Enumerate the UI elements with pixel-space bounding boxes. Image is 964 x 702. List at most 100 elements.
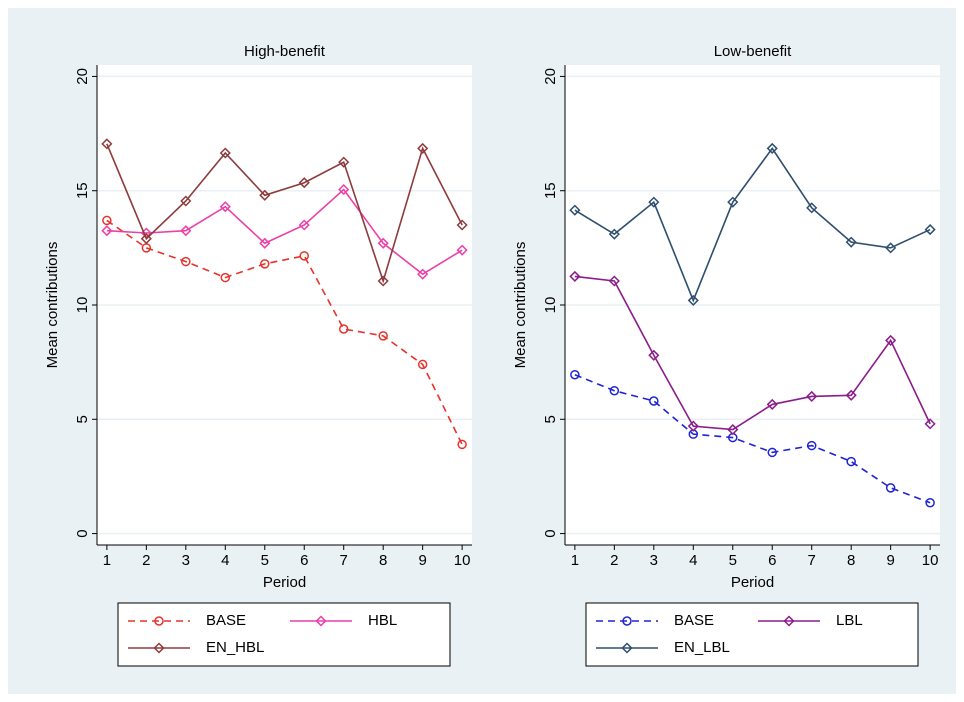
x-tick-label: 6 (300, 552, 308, 569)
marker (767, 447, 777, 458)
marker (219, 201, 231, 213)
marker (102, 215, 112, 226)
marker (101, 225, 113, 237)
marker (687, 294, 699, 306)
legend-label: EN_HBL (206, 639, 264, 656)
series-line (574, 275, 931, 431)
marker (570, 369, 580, 380)
marker (457, 439, 467, 450)
legend-box (117, 602, 451, 667)
marker (609, 385, 620, 396)
marker (845, 389, 857, 401)
x-tick-label: 1 (571, 552, 579, 569)
marker (338, 184, 350, 196)
x-tick-label: 7 (808, 552, 816, 569)
series-line (106, 219, 463, 445)
series-line (574, 147, 931, 303)
marker (924, 224, 936, 236)
x-axis-label: Period (263, 574, 306, 591)
y-tick-label: 0 (74, 529, 91, 537)
series-line (106, 143, 463, 284)
marker (259, 237, 271, 249)
x-tick-label: 4 (221, 552, 229, 569)
marker (648, 196, 660, 208)
marker (338, 324, 349, 334)
series-line (574, 373, 931, 504)
marker (766, 398, 778, 410)
marker (806, 440, 817, 451)
marker (153, 642, 165, 654)
marker (180, 225, 192, 237)
x-tick-label: 5 (261, 552, 269, 569)
legend-label: HBL (368, 612, 397, 629)
marker (648, 349, 660, 361)
marker (101, 138, 113, 150)
x-tick-label: 7 (340, 552, 348, 569)
x-tick-label: 10 (922, 552, 939, 569)
y-tick-label: 15 (542, 182, 559, 199)
y-tick-label: 5 (542, 415, 559, 423)
y-tick-label: 20 (542, 68, 559, 85)
series-line (106, 188, 463, 276)
legend-label: BASE (206, 612, 246, 629)
x-tick-label: 1 (103, 552, 111, 569)
y-tick-label: 10 (542, 297, 559, 314)
x-tick-label: 8 (847, 552, 855, 569)
marker (377, 275, 389, 287)
marker (220, 272, 231, 283)
marker (298, 177, 310, 189)
marker (885, 483, 896, 493)
y-axis-label: Mean contributions (512, 242, 529, 369)
marker (377, 237, 389, 249)
marker (727, 424, 739, 436)
marker (766, 142, 778, 154)
x-tick-label: 2 (610, 552, 618, 569)
chart-title: Low-benefit (714, 43, 792, 60)
marker (180, 195, 192, 207)
marker (608, 228, 620, 240)
marker (140, 233, 152, 245)
marker (456, 219, 468, 231)
marker (622, 616, 632, 626)
x-tick-label: 4 (689, 552, 697, 569)
marker (806, 390, 818, 402)
legend-label: LBL (836, 612, 863, 629)
marker (846, 456, 856, 467)
marker (259, 189, 271, 201)
x-tick-label: 3 (650, 552, 658, 569)
marker (885, 334, 897, 346)
marker (417, 268, 429, 280)
x-tick-label: 10 (454, 552, 471, 569)
chart-title: High-benefit (244, 43, 326, 60)
marker (417, 359, 428, 370)
marker (727, 196, 739, 208)
y-tick-label: 5 (74, 415, 91, 423)
marker (338, 156, 350, 168)
x-tick-label: 5 (729, 552, 737, 569)
y-tick-label: 10 (74, 297, 91, 314)
marker (621, 642, 633, 654)
x-axis-label: Period (731, 574, 774, 591)
marker (260, 259, 270, 269)
y-tick-label: 20 (74, 68, 91, 85)
x-tick-label: 8 (379, 552, 387, 569)
x-tick-label: 6 (768, 552, 776, 569)
marker (378, 331, 388, 341)
marker (299, 251, 309, 261)
x-tick-label: 9 (418, 552, 426, 569)
y-tick-label: 0 (542, 529, 559, 537)
marker (608, 275, 620, 287)
marker (219, 147, 231, 159)
legend-label: BASE (674, 612, 714, 629)
marker (885, 242, 897, 254)
x-tick-label: 9 (886, 552, 894, 569)
marker (806, 202, 818, 214)
legend-label: EN_LBL (674, 639, 730, 656)
marker (924, 418, 936, 430)
marker (649, 396, 659, 406)
marker (845, 236, 857, 248)
marker (456, 244, 468, 256)
marker (154, 616, 164, 626)
y-axis-label: Mean contributions (44, 242, 61, 369)
y-tick-label: 15 (74, 182, 91, 199)
